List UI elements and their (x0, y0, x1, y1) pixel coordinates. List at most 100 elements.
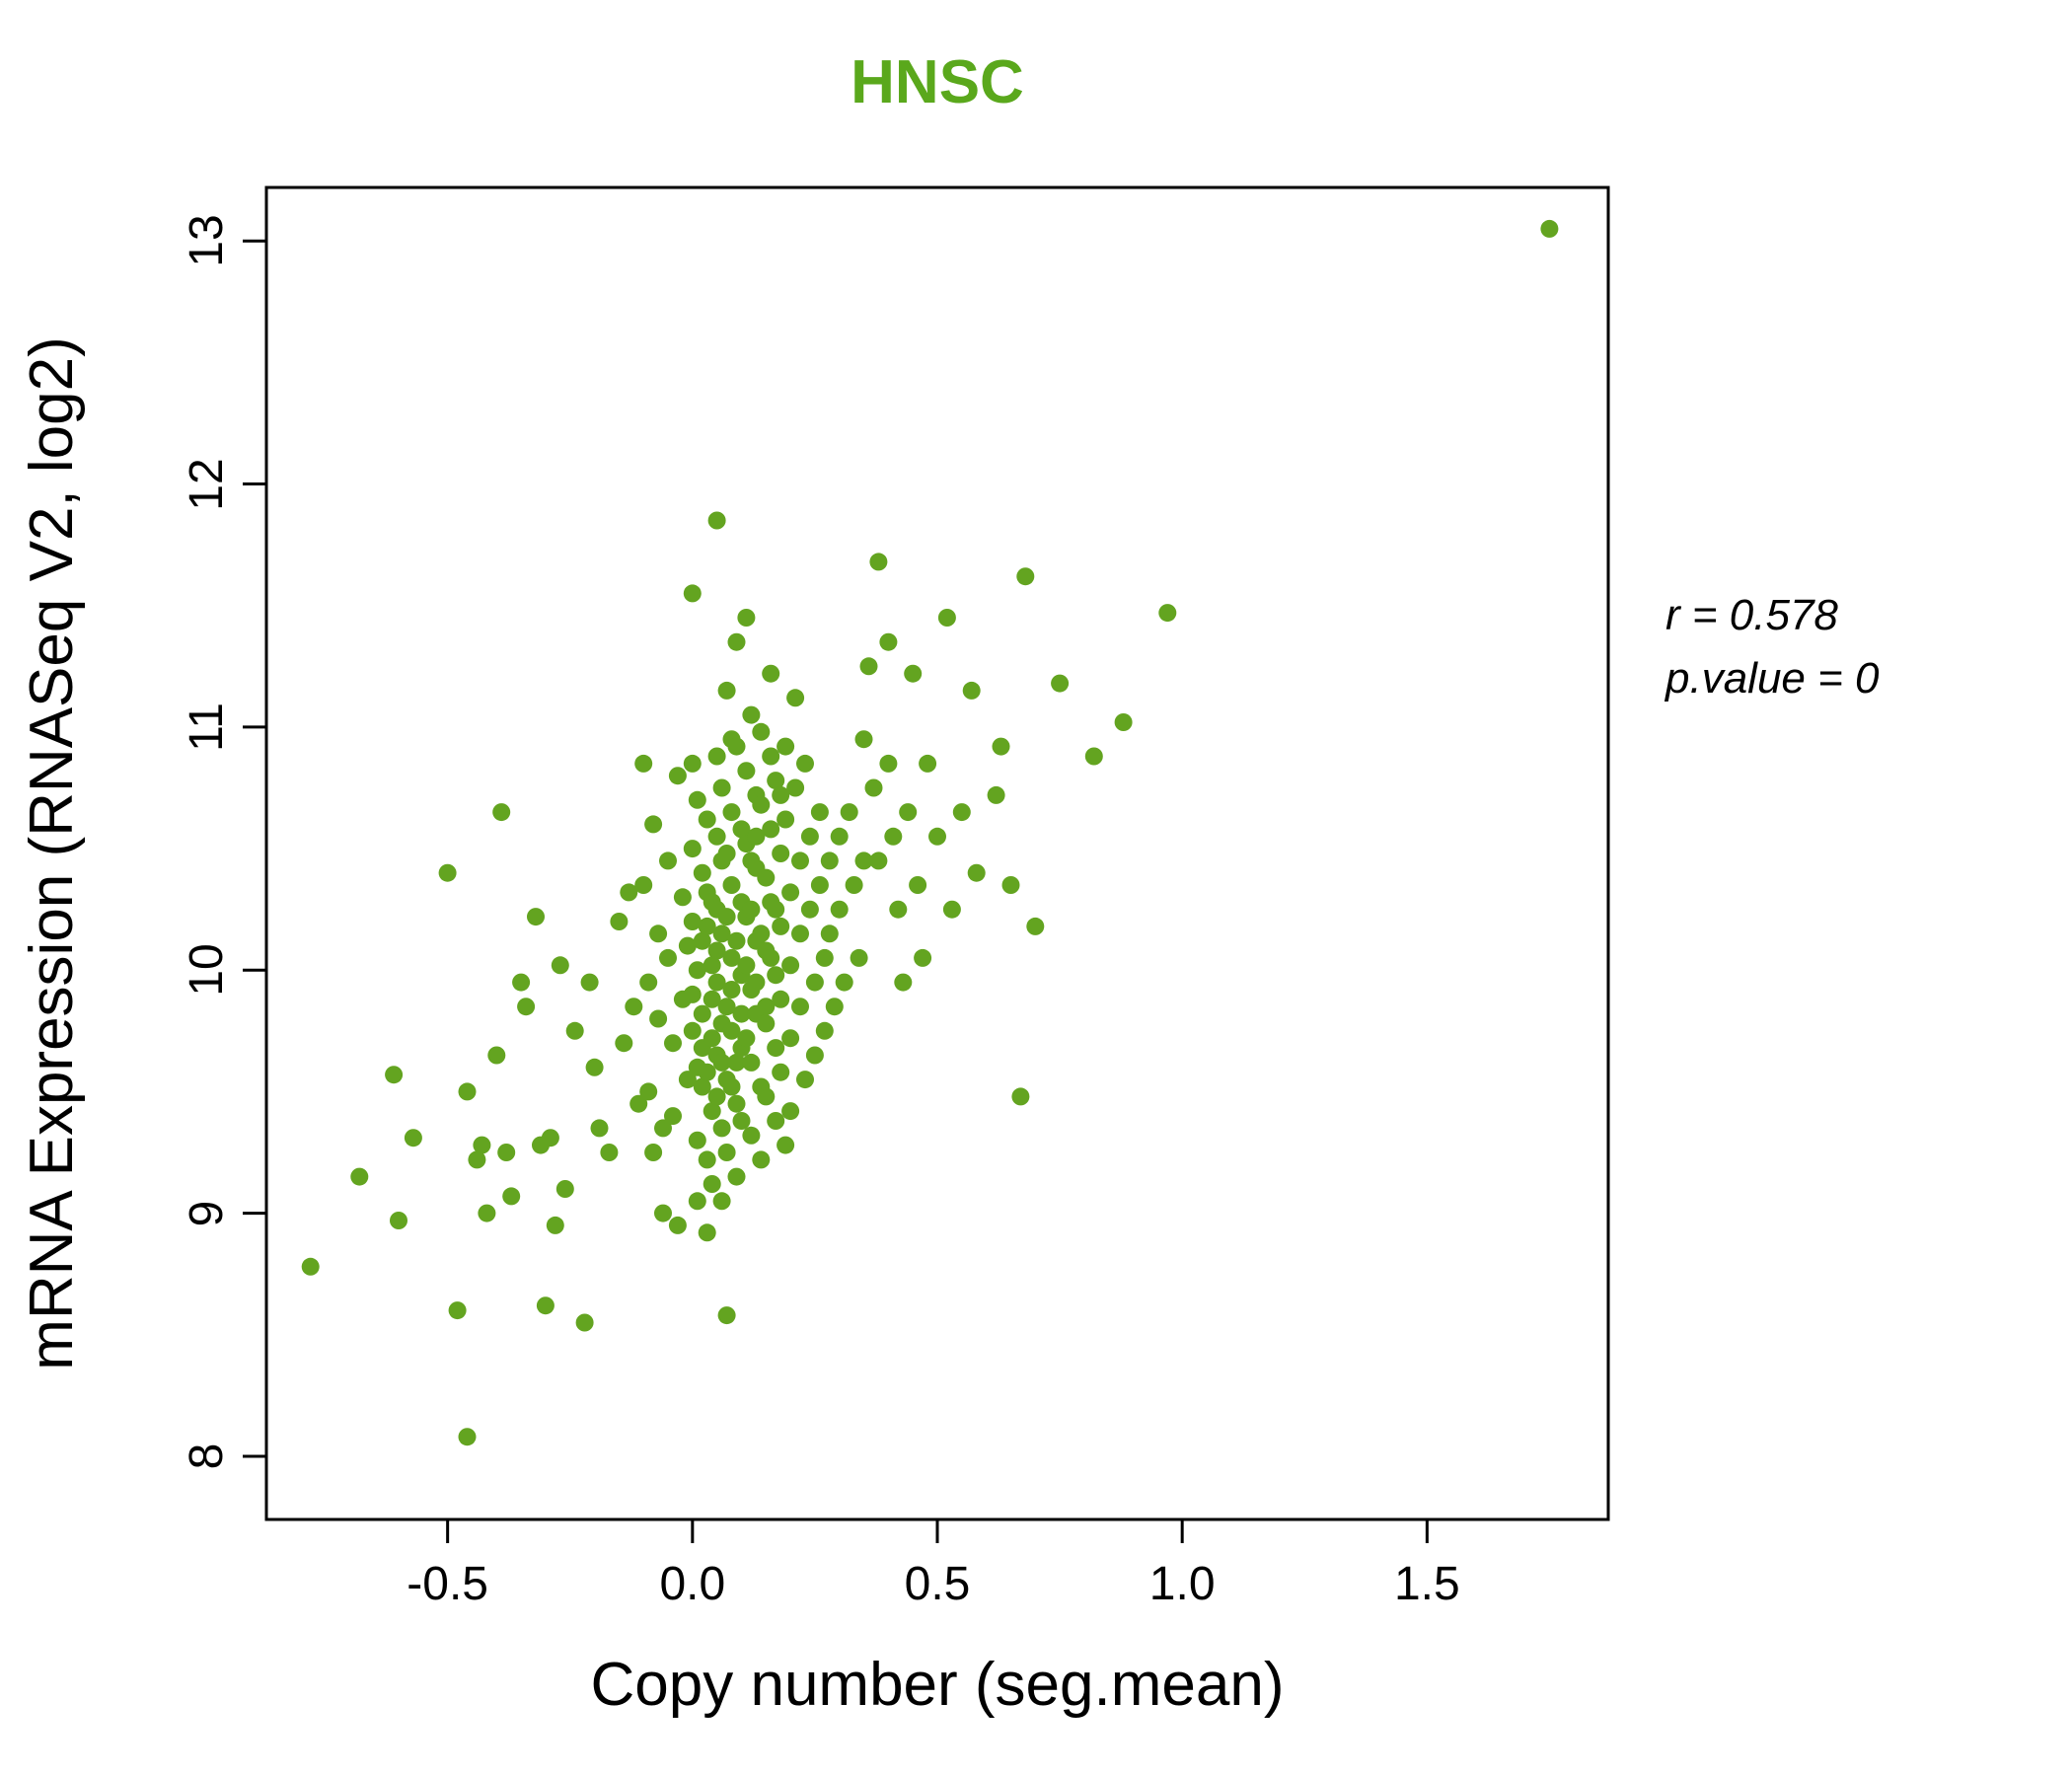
data-point (762, 820, 780, 839)
data-point (879, 754, 898, 773)
data-point (717, 1144, 736, 1161)
data-point (772, 1063, 790, 1081)
data-point (722, 876, 741, 894)
data-point (707, 1087, 726, 1106)
y-tick-label: 11 (181, 702, 233, 752)
data-point (555, 1180, 574, 1198)
data-point (742, 1126, 761, 1145)
data-point (698, 1150, 716, 1169)
data-point (580, 973, 599, 992)
data-point (712, 925, 731, 943)
data-point (889, 900, 908, 919)
data-point (458, 1428, 477, 1446)
data-point (585, 1058, 604, 1076)
data-point (772, 917, 790, 935)
data-point (757, 1087, 776, 1106)
data-point (654, 1204, 672, 1222)
data-point (664, 1107, 682, 1126)
data-point (967, 863, 986, 882)
data-point (752, 795, 771, 814)
data-point (815, 1021, 834, 1040)
data-point (767, 1112, 785, 1130)
data-point (805, 973, 824, 992)
data-point (703, 990, 721, 1008)
correlation-annotation: r = 0.578 p.value = 0 (1665, 584, 1880, 710)
data-point (830, 827, 849, 846)
data-point (717, 845, 736, 862)
data-point (747, 973, 766, 992)
data-point (894, 973, 913, 992)
data-point (835, 973, 853, 992)
data-point (502, 1187, 521, 1206)
data-point (683, 754, 702, 773)
data-point (688, 1192, 706, 1211)
data-point (777, 810, 795, 829)
data-point (468, 1150, 486, 1169)
y-tick-label: 8 (181, 1443, 233, 1470)
data-point (717, 908, 736, 926)
data-point (683, 584, 702, 603)
data-point (757, 1014, 776, 1033)
data-point (1011, 1087, 1030, 1106)
data-point (777, 737, 795, 756)
data-point (864, 778, 883, 797)
data-point (1026, 917, 1045, 935)
r-value-text: r = 0.578 (1665, 591, 1838, 639)
data-point (717, 681, 736, 700)
data-point (712, 1119, 731, 1138)
data-point (854, 730, 873, 749)
data-point (707, 511, 726, 530)
data-point (742, 900, 761, 919)
data-point (737, 956, 756, 975)
data-point (385, 1066, 404, 1084)
data-point (772, 990, 790, 1008)
data-point (703, 1029, 721, 1048)
data-point (722, 1021, 741, 1040)
data-point (791, 998, 809, 1016)
data-point (772, 785, 790, 804)
data-point (664, 1034, 682, 1053)
data-point (952, 803, 971, 822)
data-point (791, 851, 809, 870)
data-point (703, 956, 721, 975)
data-point (884, 827, 903, 846)
data-point (737, 609, 756, 627)
data-point (649, 1009, 668, 1028)
data-point (693, 863, 711, 882)
p-value-text: p.value = 0 (1665, 653, 1880, 703)
data-point (722, 803, 741, 822)
data-point (800, 900, 819, 919)
data-point (772, 845, 790, 862)
data-point (703, 1175, 721, 1193)
x-tick-label: 1.5 (1393, 1558, 1460, 1610)
data-point (668, 767, 687, 785)
data-point (732, 1004, 751, 1023)
data-point (712, 778, 731, 797)
data-point (659, 851, 677, 870)
data-point (737, 1029, 756, 1048)
data-point (712, 1192, 731, 1211)
data-point (727, 1094, 746, 1113)
data-point (448, 1301, 467, 1320)
data-point (879, 632, 898, 651)
plot-border (264, 185, 1610, 1521)
data-point (962, 681, 981, 700)
data-point (551, 956, 569, 975)
data-point (781, 1029, 800, 1048)
data-point (512, 973, 531, 992)
data-point (683, 913, 702, 930)
data-point (683, 1021, 702, 1040)
data-point (800, 827, 819, 846)
data-point (796, 1071, 814, 1089)
data-point (914, 948, 932, 967)
data-point (698, 1223, 716, 1242)
data-point (820, 851, 839, 870)
data-point (762, 664, 780, 683)
data-point (707, 747, 726, 766)
data-point (909, 876, 927, 894)
data-point (752, 925, 771, 943)
data-point (869, 851, 888, 870)
data-point (762, 948, 780, 967)
